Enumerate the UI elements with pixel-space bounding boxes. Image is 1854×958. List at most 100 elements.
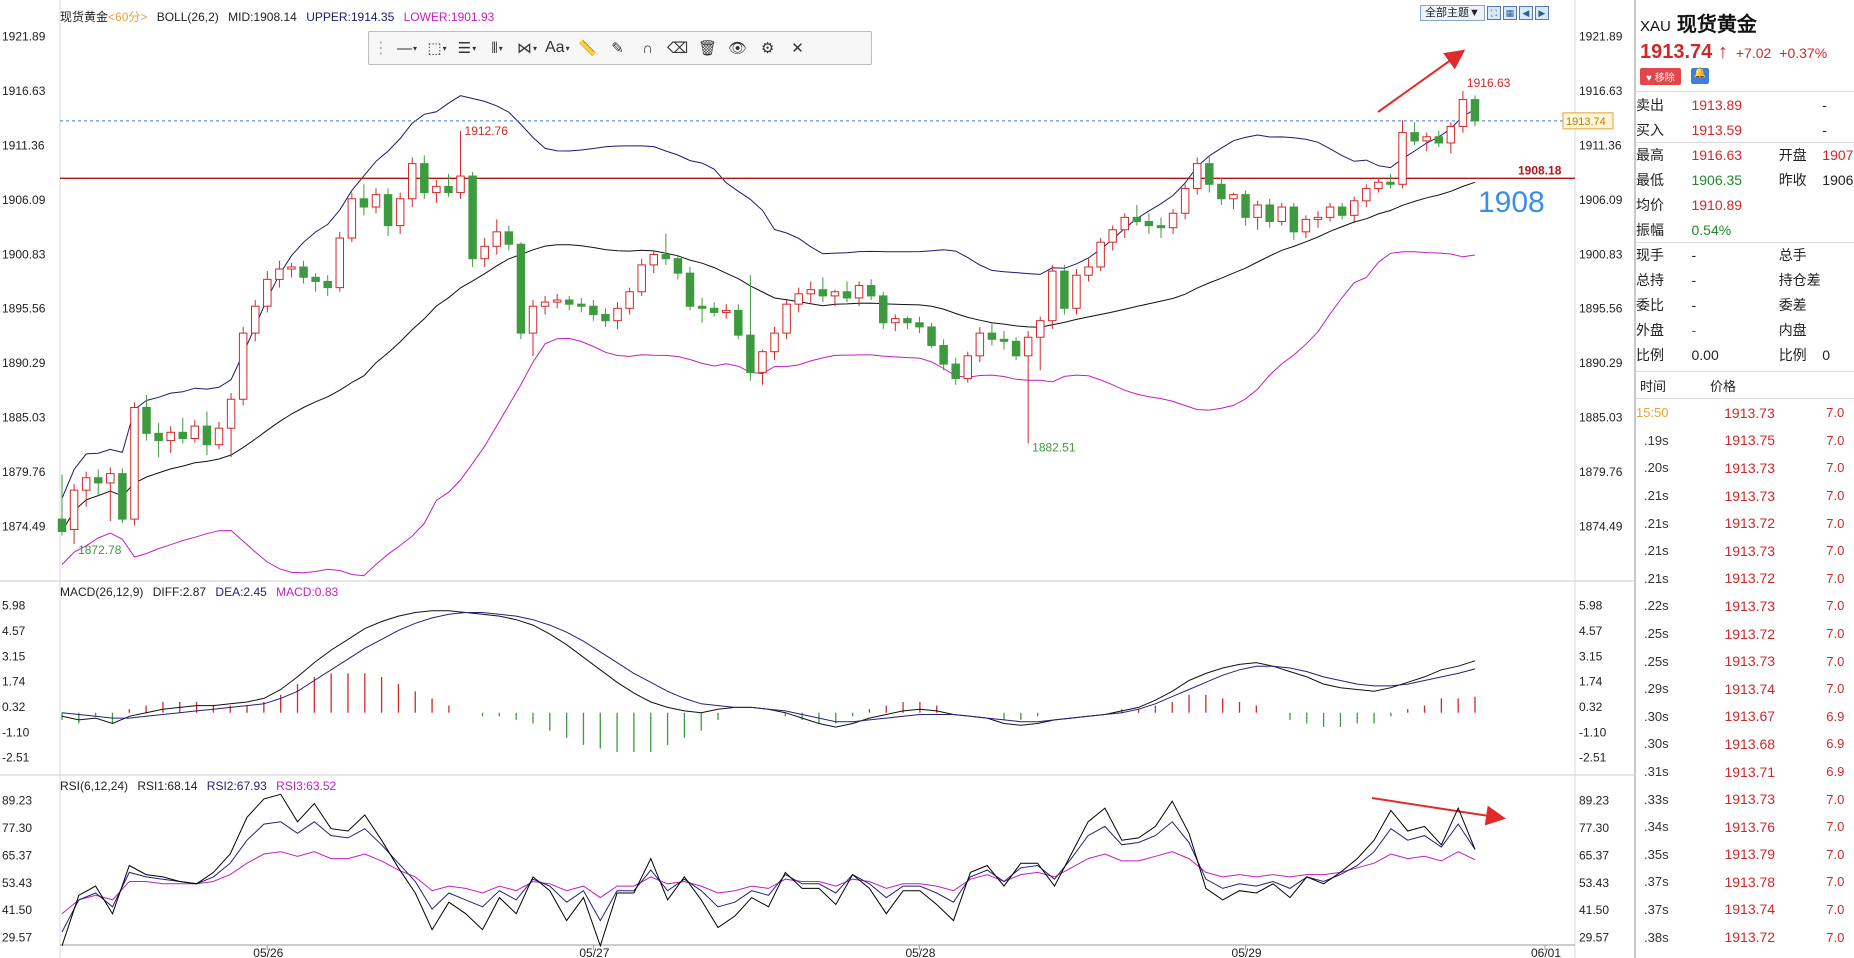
quote-label: 最低 [1636,171,1664,188]
rsi1-value: RSI1:68.14 [137,779,198,793]
trade-price: 1913.73 [1724,542,1776,559]
candle-body [613,307,622,322]
quote-value: - [1691,321,1697,338]
current-price-tag [1562,112,1614,130]
grid-icon[interactable]: ▦ [1502,6,1517,20]
trades-header: 时间 价格 [1636,371,1854,399]
rsi-tick-right: 65.37 [1579,848,1609,862]
trade-price: 1913.72 [1724,625,1776,642]
resistance-label: 1908.18 [1518,163,1562,177]
last-price: 1913.74 ↑ [1640,41,1728,64]
main-legend: 现货黄金<60分> BOLL(26,2) MID:1908.14 UPPER:1… [60,8,500,25]
candle-body [81,477,91,491]
candle-body [1362,187,1371,202]
drawing-toolbar: ⋮ — ▾ ⬚ ▾ ☰ ▾ ⦀ ▾ ⋈ ▾ Aa ▾ 📏 ✎ ∩ ⌫ 🗑 👁 ⚙ ✕ [368,31,872,65]
price-tick-left: 1916.63 [2,84,46,98]
quote-label: 最高 [1636,147,1664,163]
trade-price: 1913.73 [1724,404,1775,421]
grip-icon[interactable]: ⋮ [373,40,389,57]
trade-time: .33s [1644,791,1669,807]
candle-body [770,332,779,353]
trade-price: 1913.74 [1724,680,1776,697]
candle-body [528,305,538,334]
eye-icon[interactable]: 👁 [728,40,748,57]
candle-body [963,355,973,380]
trade-volume: 7.0 [1826,874,1845,890]
chart-canvas[interactable]: 1921.89 1921.89 1916.63 1916.63 1911.36 1911.… [0,0,1634,958]
quote-label: 比例 [1636,346,1664,363]
x-tick-label: 05/29 [1232,946,1262,958]
fib-tool-icon[interactable]: ☰ ▾ [457,40,477,57]
candle-body [1386,181,1395,185]
ruler-icon[interactable]: 📏 [578,40,597,57]
trade-time: .21s [1644,515,1669,531]
trade-price: 1913.73 [1724,791,1776,808]
quote-row: 比例 0.00 比例 0 [1636,342,1854,367]
price-tick-left: 1885.03 [2,411,46,425]
candle-body [190,425,200,440]
quote-label: 开盘 [1778,147,1807,163]
candle-body [1422,136,1431,142]
next-icon[interactable]: ▶ [1534,6,1549,20]
trades-list[interactable]: 15:50 1913.73 7.0 .19s 1913.75 7.0 .20s 1913.73… [1636,399,1854,951]
quote-row: 均价 1910.89 [1636,192,1854,217]
rsi2-value: RSI2:67.93 [206,779,267,793]
theme-button[interactable]: 全部主题▼ [1420,5,1485,21]
parallel-tool-icon[interactable]: ⦀ ▾ [491,39,503,57]
bell-icon[interactable]: 🔔 [1690,68,1709,84]
rsi-tick-left: 89.23 [2,794,32,808]
text-tool-icon[interactable]: Aa ▾ [545,39,570,56]
candle-body [818,289,828,297]
trade-volume: 7.0 [1826,681,1845,697]
candle-body [637,264,646,293]
chart-area[interactable]: 1921.89 1921.89 1916.63 1916.63 1911.36 1911.… [0,0,1634,958]
trade-price: 1913.73 [1724,487,1776,504]
candle-body [878,295,888,324]
rsi-tick-right: 53.43 [1579,876,1609,890]
trade-row: .21s 1913.73 7.0 [1636,482,1854,510]
candle-body [540,301,550,307]
trade-price: 1913.78 [1724,873,1776,890]
trade-volume: 7.0 [1826,626,1845,642]
trade-price: 1913.75 [1724,432,1776,449]
close-icon[interactable]: ✕ [791,40,804,57]
trade-row: .29s 1913.74 7.0 [1636,675,1854,703]
trade-time: .21s [1644,488,1669,504]
trade-volume: 7.0 [1826,791,1845,807]
quote-table: 卖出 1913.89 - 买入 1913.59 - 最高 1916.63 开盘 1907 最低 190… [1636,91,1854,367]
pen-icon[interactable]: ✎ [611,40,624,57]
expand-icon[interactable]: ⛶ [1486,6,1501,20]
candle-body [1035,320,1045,338]
candle-body [1410,132,1419,142]
trade-row: .25s 1913.72 7.0 [1636,620,1854,648]
x-tick-label: 05/28 [905,946,935,958]
eraser-icon[interactable]: ⌫ [666,40,689,57]
candle-body [552,299,562,303]
candle-body [1277,206,1287,223]
quote-label: 均价 [1636,196,1664,213]
candle-body [939,345,948,365]
candle-body [1023,336,1033,357]
trade-time: .25s [1644,626,1669,642]
quote-sidebar: XAU 现货黄金 1913.74 ↑ +7.02 +0.37% ♥ 移除 🔔 卖… [1634,0,1854,958]
price-tick-right: 1906.09 [1579,193,1623,207]
rect-tool-icon[interactable]: ⬚ ▾ [427,40,447,57]
rsi-tick-right: 41.50 [1579,903,1609,917]
rsi-tick-right: 77.30 [1579,821,1609,835]
prev-icon[interactable]: ◀ [1518,6,1533,20]
candle-body [842,291,852,299]
trash-icon[interactable]: 🗑 [698,40,718,57]
magnet-icon[interactable]: ∩ [642,39,653,57]
candle-body [697,305,707,309]
macd-tick-left: 5.98 [2,599,26,613]
line-tool-icon[interactable]: — ▾ [396,39,417,57]
price-change: +7.02 [1735,45,1772,61]
remove-button[interactable]: ♥ 移除 [1640,68,1681,85]
gear-icon[interactable]: ⚙ [760,40,775,57]
candle-body [407,163,417,200]
quote-label: 内盘 [1778,321,1807,338]
pattern-tool-icon[interactable]: ⋈ ▾ [516,40,537,57]
candle-body [504,231,514,245]
rsi-tick-right: 29.57 [1579,931,1609,945]
trade-price: 1913.73 [1724,653,1776,670]
